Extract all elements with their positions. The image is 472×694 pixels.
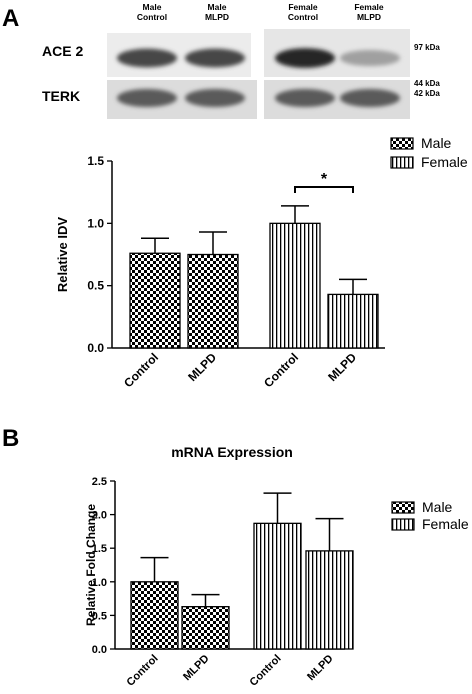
blot-band <box>185 89 245 107</box>
significance-label: * <box>321 171 328 188</box>
bar <box>305 550 354 650</box>
legend-label: Male <box>421 135 452 151</box>
blot-band <box>275 48 335 68</box>
chart-relative-idv: 0.0 0.5 1.0 1.5 Relative IDV Control MLPD Contr… <box>55 135 468 390</box>
terk-marker-bottom: 42 kDa <box>414 89 440 98</box>
x-tick-label: Control <box>247 653 283 689</box>
x-tick-label: Control <box>261 350 301 390</box>
y-tick-label: 2.0 <box>92 510 107 522</box>
blot-band <box>117 89 177 107</box>
y-axis-label: Relative Fold Change <box>84 504 98 626</box>
y-tick-label: 0.5 <box>92 610 107 622</box>
bar <box>130 581 179 650</box>
lane-label-4-line2: MLPD <box>357 12 381 22</box>
significance-bracket <box>294 186 354 193</box>
bar <box>327 293 379 349</box>
lane-label-1-line2: Control <box>137 12 167 22</box>
y-tick-label: 2.5 <box>92 476 107 488</box>
legend-label: Male <box>422 499 453 515</box>
legend-swatch <box>391 518 415 531</box>
chart-mrna-expression: mRNA Expression 0.0 0.5 1.0 1.5 2.0 2.5 Relativ… <box>84 444 469 689</box>
panel-b-letter: B <box>2 425 19 452</box>
bar <box>187 253 239 349</box>
blot-band <box>275 89 335 107</box>
bar <box>269 222 321 349</box>
bar <box>129 252 181 349</box>
ace2-marker: 97 kDa <box>414 43 440 52</box>
y-tick-label: 1.5 <box>87 154 104 168</box>
y-tick-label: 0.0 <box>87 341 104 355</box>
chart-title: mRNA Expression <box>171 444 293 460</box>
ace2-row-label: ACE 2 <box>42 43 83 59</box>
blot-bands <box>117 48 400 107</box>
lane-label-4-line1: Female <box>354 2 384 12</box>
x-tick-label: MLPD <box>325 350 359 384</box>
legend-swatch <box>390 156 414 169</box>
lane-label-3-line2: Control <box>288 12 318 22</box>
legend-label: Female <box>422 516 469 532</box>
terk-row-label: TERK <box>42 88 80 104</box>
y-tick-label: 0.5 <box>87 279 104 293</box>
bar <box>253 522 302 650</box>
lane-label-2-line2: MLPD <box>205 12 229 22</box>
blot-band <box>117 48 177 68</box>
terk-marker-top: 44 kDa <box>414 79 440 88</box>
x-tick-label: MLPD <box>181 653 212 684</box>
blot-band <box>340 49 400 67</box>
blot-band <box>340 89 400 107</box>
panel-a-letter: A <box>2 5 19 32</box>
y-tick-label: 1.0 <box>87 216 104 230</box>
x-tick-label: MLPD <box>185 350 219 384</box>
blot-band <box>185 48 245 68</box>
legend-swatch <box>390 137 414 150</box>
western-blot: Male Control Male MLPD Female Control Fe… <box>42 2 440 119</box>
y-axis-label: Relative IDV <box>55 217 70 292</box>
bar <box>181 606 230 650</box>
x-tick-label: Control <box>121 350 161 390</box>
lane-label-2-line1: Male <box>208 2 227 12</box>
legend-swatch <box>391 501 415 514</box>
legend-label: Female <box>421 154 468 170</box>
x-tick-label: Control <box>124 653 160 689</box>
y-tick-label: 1.0 <box>92 577 107 589</box>
x-tick-label: MLPD <box>305 653 336 684</box>
y-tick-label: 0.0 <box>92 644 107 656</box>
lane-label-1-line1: Male <box>143 2 162 12</box>
lane-labels: Male Control Male MLPD Female Control Fe… <box>137 2 384 22</box>
lane-label-3-line1: Female <box>288 2 318 12</box>
y-tick-label: 1.5 <box>92 543 107 555</box>
